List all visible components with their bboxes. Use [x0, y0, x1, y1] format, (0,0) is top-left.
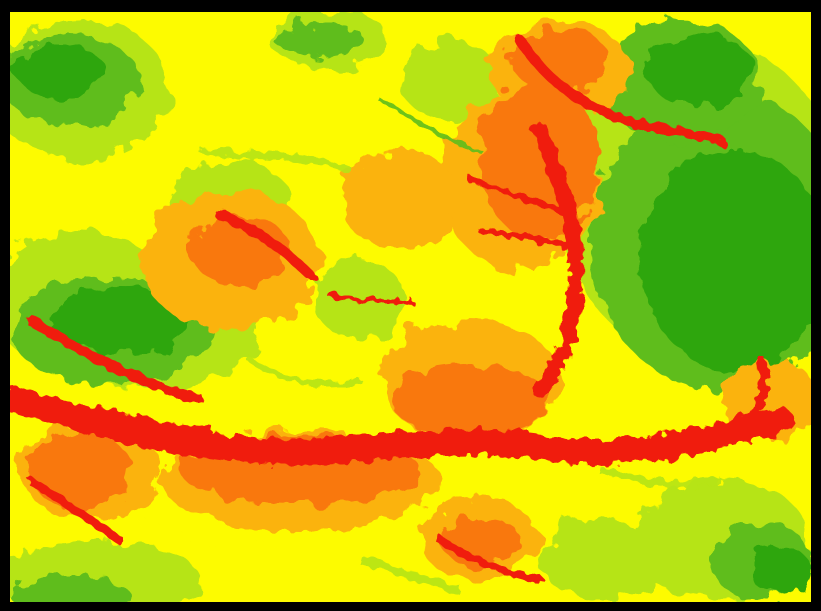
raster-texture — [39, 98, 721, 594]
zone-flat-dark — [15, 35, 821, 595]
zone-steepest — [10, 35, 793, 584]
